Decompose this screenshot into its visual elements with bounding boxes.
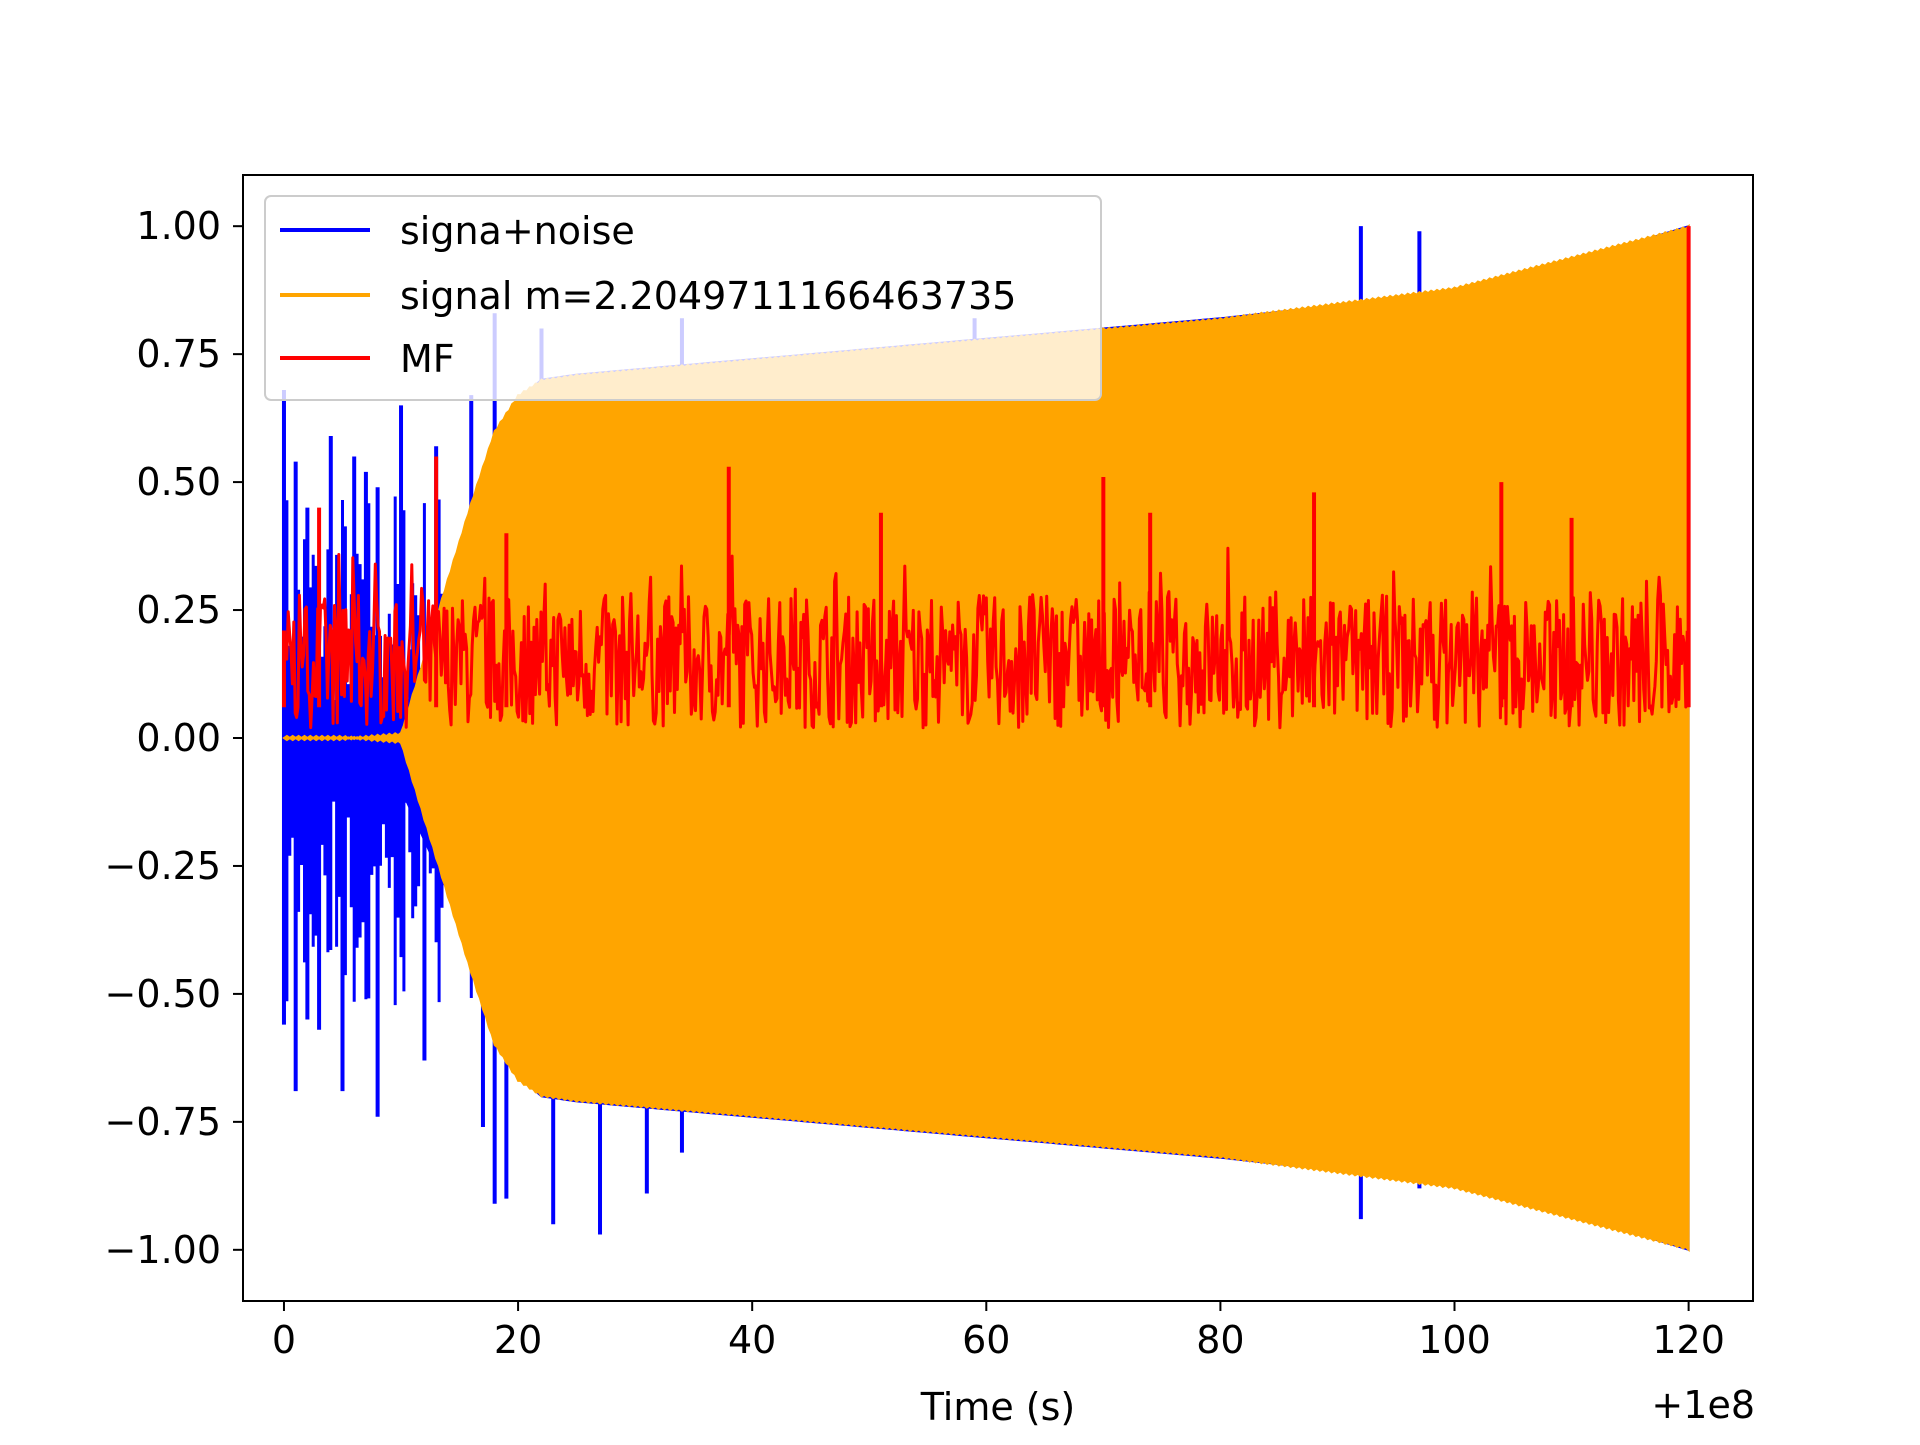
legend: signa+noise signal m=2.2049711166463735 … <box>264 195 1102 401</box>
y-tick-label: 1.00 <box>136 204 221 248</box>
legend-label-signal: signal m=2.2049711166463735 <box>400 274 1016 318</box>
legend-label-signal-noise: signa+noise <box>400 209 635 253</box>
x-tick-label: 120 <box>1652 1318 1725 1362</box>
y-tick-label: 0.75 <box>136 332 221 376</box>
x-axis-label: Time (s) <box>920 1385 1076 1429</box>
x-tick-label: 80 <box>1196 1318 1244 1362</box>
x-axis: 0 20 40 60 80 100 120 <box>272 1301 1725 1362</box>
y-axis: 1.00 0.75 0.50 0.25 0.00 −0.25 −0.50 −0.75 −1.00 <box>105 204 243 1272</box>
legend-box <box>264 195 1102 401</box>
y-tick-label: 0.25 <box>136 588 221 632</box>
y-tick-label: −0.75 <box>105 1100 221 1144</box>
y-tick-label: −0.25 <box>105 844 221 888</box>
x-tick-label: 60 <box>962 1318 1010 1362</box>
series-mf-line <box>282 546 1689 730</box>
legend-label-mf: MF <box>400 337 455 381</box>
x-tick-label: 40 <box>728 1318 776 1362</box>
x-axis-offset-label: +1e8 <box>1651 1383 1755 1427</box>
series-layer <box>281 223 1691 1253</box>
series-mf <box>281 226 1691 730</box>
x-tick-label: 20 <box>494 1318 542 1362</box>
y-tick-label: 0.00 <box>136 716 221 760</box>
y-tick-label: −1.00 <box>105 1228 221 1272</box>
y-tick-label: −0.50 <box>105 972 221 1016</box>
y-tick-label: 0.50 <box>136 460 221 504</box>
x-tick-label: 100 <box>1418 1318 1491 1362</box>
x-tick-label: 0 <box>272 1318 296 1362</box>
